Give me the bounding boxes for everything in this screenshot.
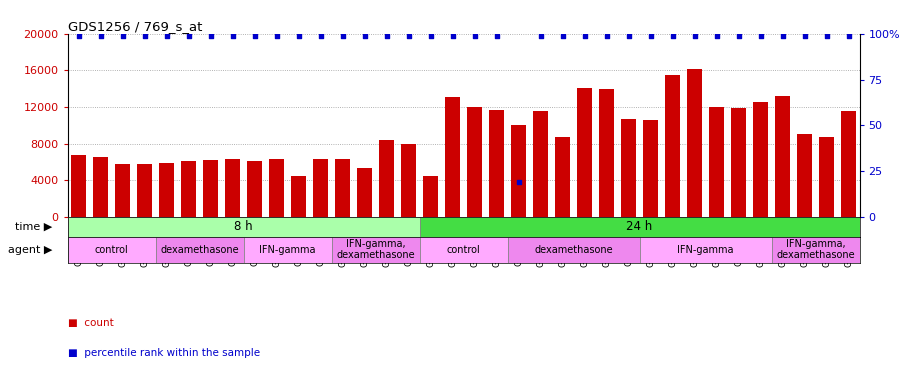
Bar [771, 237, 859, 262]
Bar [202, 160, 218, 217]
Point [644, 33, 658, 39]
Bar [640, 237, 771, 262]
Point [732, 33, 746, 39]
Point [511, 179, 526, 185]
Point [159, 33, 174, 39]
Bar [356, 168, 373, 217]
Bar [621, 119, 636, 217]
Bar [731, 108, 746, 217]
Point [753, 33, 768, 39]
Bar [665, 75, 680, 217]
Bar [752, 102, 769, 217]
Bar [508, 237, 640, 262]
Bar [335, 159, 350, 217]
Text: IFN-gamma,
dexamethasone: IFN-gamma, dexamethasone [337, 239, 415, 261]
Text: agent ▶: agent ▶ [8, 245, 52, 255]
Text: control: control [446, 245, 481, 255]
Bar [643, 120, 658, 217]
Point [181, 33, 195, 39]
Point [94, 33, 108, 39]
Bar [419, 237, 508, 262]
Point [665, 33, 680, 39]
Text: GDS1256 / 769_s_at: GDS1256 / 769_s_at [68, 20, 202, 33]
Point [842, 33, 856, 39]
Text: dexamethasone: dexamethasone [535, 245, 613, 255]
Bar [244, 237, 331, 262]
Bar [467, 107, 482, 217]
Point [534, 33, 548, 39]
Point [357, 33, 372, 39]
Bar [400, 144, 416, 217]
Text: ■  percentile rank within the sample: ■ percentile rank within the sample [68, 348, 259, 358]
Text: control: control [94, 245, 129, 255]
Bar [598, 88, 614, 217]
Bar [419, 217, 860, 237]
Bar [775, 96, 790, 217]
Bar [533, 111, 548, 217]
Text: dexamethasone: dexamethasone [160, 245, 238, 255]
Bar [291, 177, 306, 217]
Bar [841, 111, 856, 217]
Point [599, 33, 614, 39]
Text: ■  count: ■ count [68, 318, 113, 328]
Bar [68, 237, 156, 262]
Bar [93, 157, 108, 217]
Point [797, 33, 812, 39]
Bar [554, 137, 571, 217]
Point [709, 33, 724, 39]
Text: 24 h: 24 h [626, 220, 652, 233]
Point [490, 33, 504, 39]
Bar [137, 164, 152, 217]
Text: IFN-gamma,
dexamethasone: IFN-gamma, dexamethasone [776, 239, 855, 261]
Point [577, 33, 591, 39]
Point [115, 33, 130, 39]
Point [71, 33, 86, 39]
Text: 8 h: 8 h [234, 220, 253, 233]
Bar [156, 237, 244, 262]
Bar [379, 140, 394, 217]
Text: IFN-gamma: IFN-gamma [259, 245, 316, 255]
Text: time ▶: time ▶ [14, 222, 52, 232]
Bar [225, 159, 240, 217]
Bar [819, 137, 834, 217]
Text: IFN-gamma: IFN-gamma [677, 245, 733, 255]
Point [138, 33, 152, 39]
Point [336, 33, 350, 39]
Point [819, 33, 833, 39]
Point [621, 33, 635, 39]
Bar [71, 154, 86, 217]
Bar [247, 161, 262, 217]
Point [225, 33, 239, 39]
Point [248, 33, 262, 39]
Bar [577, 88, 592, 217]
Bar [115, 164, 130, 217]
Point [775, 33, 789, 39]
Point [401, 33, 416, 39]
Bar [489, 110, 504, 217]
Bar [181, 161, 196, 217]
Bar [796, 134, 812, 217]
Point [688, 33, 702, 39]
Bar [511, 125, 526, 217]
Bar [68, 217, 419, 237]
Point [292, 33, 306, 39]
Point [313, 33, 328, 39]
Point [446, 33, 460, 39]
Point [203, 33, 218, 39]
Bar [687, 69, 702, 217]
Bar [313, 159, 328, 217]
Point [379, 33, 393, 39]
Bar [709, 107, 725, 217]
Bar [269, 159, 284, 217]
Bar [423, 177, 438, 217]
Point [467, 33, 482, 39]
Bar [331, 237, 419, 262]
Point [423, 33, 437, 39]
Bar [445, 97, 460, 217]
Bar [158, 163, 175, 217]
Point [555, 33, 570, 39]
Point [269, 33, 284, 39]
